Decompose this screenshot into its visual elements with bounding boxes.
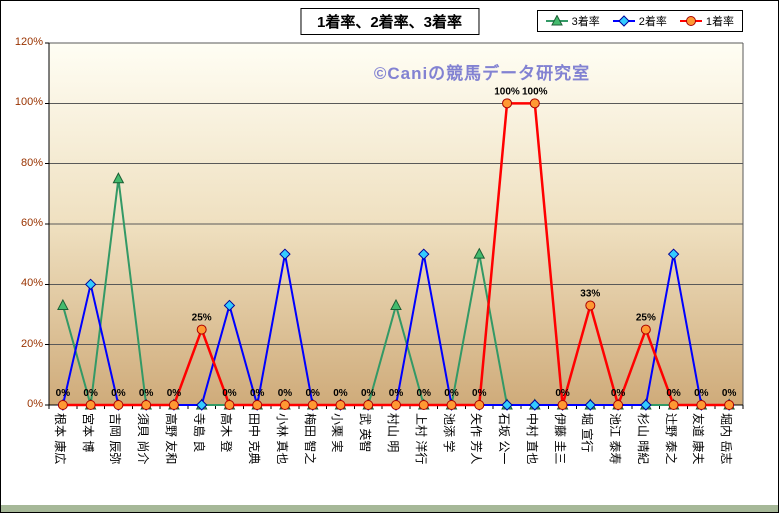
data-label: 0%: [167, 388, 182, 399]
marker-circle: [724, 400, 735, 410]
data-label: 0%: [666, 388, 681, 399]
marker-circle: [85, 400, 96, 410]
marker-circle: [168, 400, 179, 410]
legend-label: 2着率: [638, 16, 667, 28]
marker-circle: [585, 300, 596, 311]
legend-label: 3着率: [571, 16, 600, 28]
marker-diamond: [84, 278, 97, 291]
marker-circle: [279, 400, 290, 410]
series-line-circle: [62, 102, 730, 407]
chart-svg: 0% 0% 0% 0% 0% 25% 0% 0% 0% 0% 0% 0% 0% 0% 0% 0% 100% 100…: [45, 42, 744, 411]
marker-circle: [446, 400, 457, 410]
data-label: 0%: [83, 388, 98, 399]
marker-diamond: [618, 15, 630, 27]
legend-item-circle: 1着率: [679, 13, 734, 29]
data-label: 0%: [111, 388, 126, 399]
bottom-strip: [1, 505, 778, 512]
marker-circle: [502, 98, 513, 109]
data-label: 0%: [333, 388, 348, 399]
legend-circle-icon: [679, 16, 702, 26]
data-label: 0%: [250, 388, 265, 399]
data-label: 100%: [522, 86, 548, 97]
watermark-text: ©Caniの競馬データ研究室: [373, 64, 591, 83]
marker-circle: [529, 98, 540, 109]
marker-circle: [307, 400, 318, 410]
marker-triangle: [390, 298, 402, 310]
chart-canvas: ©Caniの競馬データ研究室 0% 0% 0% 0% 0% 25% 0% 0% 0% 0% 0% 0%…: [1, 1, 778, 505]
data-label: 0%: [139, 388, 154, 399]
marker-diamond: [279, 248, 291, 260]
marker-circle: [668, 400, 679, 410]
series-line-triangle: [61, 177, 730, 406]
data-label: 0%: [555, 388, 570, 399]
data-label: 0%: [611, 388, 626, 399]
legend-diamond-icon: [612, 15, 635, 27]
data-label: 0%: [222, 388, 237, 399]
marker-circle: [224, 400, 235, 410]
marker-circle: [335, 400, 346, 410]
marker-circle: [685, 16, 696, 26]
marker-diamond: [640, 399, 652, 411]
data-label: 33%: [580, 288, 600, 299]
data-label: 0%: [472, 388, 487, 399]
chart-title: 1着率、2着率、3着率: [299, 8, 480, 35]
data-label: 0%: [56, 388, 71, 399]
marker-circle: [57, 400, 68, 410]
data-label: 0%: [389, 388, 404, 399]
legend-item-triangle: 3着率: [545, 13, 600, 29]
marker-circle: [474, 400, 485, 410]
data-label: 0%: [694, 388, 709, 399]
marker-circle: [613, 400, 624, 410]
marker-circle: [391, 400, 401, 410]
data-label: 0%: [278, 388, 293, 399]
marker-diamond: [223, 299, 236, 312]
data-label: 25%: [636, 313, 656, 324]
data-label: 0%: [361, 388, 376, 399]
marker-diamond: [667, 248, 680, 260]
legend-item-diamond: 2着率: [612, 13, 667, 29]
marker-circle: [640, 324, 651, 335]
series-line-diamond: [61, 253, 730, 406]
marker-circle: [363, 400, 374, 410]
marker-circle: [252, 400, 263, 410]
marker-circle: [696, 400, 707, 410]
marker-diamond: [584, 399, 597, 411]
data-label: 0%: [444, 388, 459, 399]
legend-label: 1着率: [705, 16, 734, 28]
marker-diamond: [195, 399, 208, 411]
marker-triangle: [112, 172, 125, 184]
data-label: 25%: [192, 313, 212, 324]
legend: 3着率 2着率 1着率: [536, 10, 743, 32]
marker-circle: [113, 400, 124, 410]
marker-circle: [557, 400, 568, 410]
marker-triangle: [57, 298, 69, 310]
marker-circle: [141, 400, 152, 410]
marker-circle: [196, 324, 207, 335]
data-label: 0%: [722, 388, 737, 399]
data-label: 0%: [305, 388, 320, 399]
marker-triangle: [473, 247, 486, 259]
marker-diamond: [418, 248, 430, 260]
legend-triangle-icon: [545, 15, 568, 26]
marker-diamond: [529, 399, 541, 411]
data-label: 0%: [417, 388, 432, 399]
marker-diamond: [501, 399, 513, 411]
data-label: 100%: [494, 86, 520, 97]
marker-circle: [418, 400, 429, 410]
marker-triangle: [550, 15, 563, 26]
